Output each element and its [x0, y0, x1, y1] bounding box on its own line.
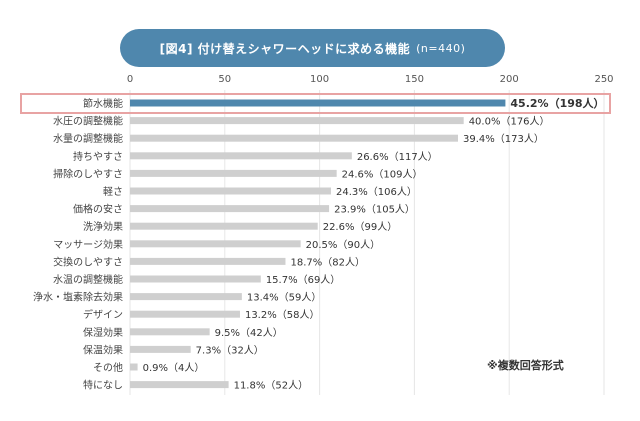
bar — [130, 310, 240, 318]
bar — [130, 134, 459, 142]
data-label: 20.5%（90人） — [306, 239, 381, 251]
bar — [130, 293, 242, 301]
data-label: 13.4%（59人） — [247, 292, 322, 304]
category-label: 交換のしやすさ — [53, 255, 123, 268]
data-label: 7.3%（32人） — [196, 344, 264, 356]
chart-sample-size: (n=440) — [416, 41, 466, 55]
data-label: 23.9%（105人） — [334, 204, 415, 216]
bar — [130, 363, 138, 371]
data-label: 39.4%（173人） — [463, 133, 544, 145]
highlight-box — [20, 93, 611, 114]
category-label: 特になし — [83, 380, 123, 392]
bar — [130, 152, 352, 160]
category-label: 保湿効果 — [83, 326, 123, 339]
category-label: 軽さ — [103, 186, 123, 198]
category-label: 水圧の調整機能 — [53, 115, 123, 128]
bar — [130, 345, 191, 353]
bar — [130, 99, 506, 107]
category-label: 水温の調整機能 — [53, 273, 123, 286]
bar — [130, 222, 318, 230]
data-label: 15.7%（69人） — [266, 274, 341, 286]
bar — [130, 205, 330, 213]
x-tick-label: 0 — [127, 74, 133, 85]
data-label: 24.3%（106人） — [336, 186, 417, 198]
bar — [130, 240, 301, 248]
bar — [130, 187, 331, 195]
x-tick-label: 50 — [218, 74, 231, 85]
data-label: 45.2%（198人） — [510, 96, 604, 110]
bar — [130, 275, 261, 283]
category-label: 保温効果 — [83, 343, 123, 356]
bar — [130, 117, 464, 125]
x-tick-label: 250 — [594, 74, 613, 85]
chart-title-text: [図4] 付け替えシャワーヘッドに求める機能 — [159, 41, 411, 56]
category-label: 価格の安さ — [73, 203, 123, 216]
data-label: 24.6%（109人） — [342, 168, 423, 180]
x-tick-label: 100 — [310, 74, 329, 85]
bar — [130, 169, 337, 177]
data-label: 11.8%（52人） — [234, 380, 308, 392]
category-label: 水量の調整機能 — [53, 132, 123, 145]
data-label: 22.6%（99人） — [323, 221, 398, 233]
x-tick-label: 150 — [405, 74, 424, 85]
category-label: 掃除のしやすさ — [53, 167, 123, 180]
bar — [130, 381, 229, 389]
chart-title: [図4] 付け替えシャワーヘッドに求める機能 (n=440) — [120, 29, 505, 67]
data-label: 26.6%（117人） — [357, 151, 438, 163]
x-tick-label: 200 — [500, 74, 519, 85]
chart-note: ※複数回答形式 — [487, 359, 564, 372]
category-label: 節水機能 — [83, 97, 123, 110]
category-label: その他 — [93, 361, 123, 374]
data-label: 40.0%（176人） — [469, 116, 550, 128]
data-label: 9.5%（42人） — [215, 327, 283, 339]
category-label: 持ちやすさ — [73, 150, 123, 163]
category-label: デザイン — [83, 308, 123, 321]
category-label: 洗浄効果 — [83, 220, 123, 233]
data-label: 0.9%（4人） — [143, 362, 205, 374]
bar — [130, 328, 210, 336]
data-label: 13.2%（58人） — [245, 309, 320, 321]
bar — [130, 257, 286, 265]
category-label: 浄水・塩素除去効果 — [33, 291, 123, 304]
data-label: 18.7%（82人） — [290, 256, 365, 268]
category-label: マッサージ効果 — [53, 238, 123, 251]
